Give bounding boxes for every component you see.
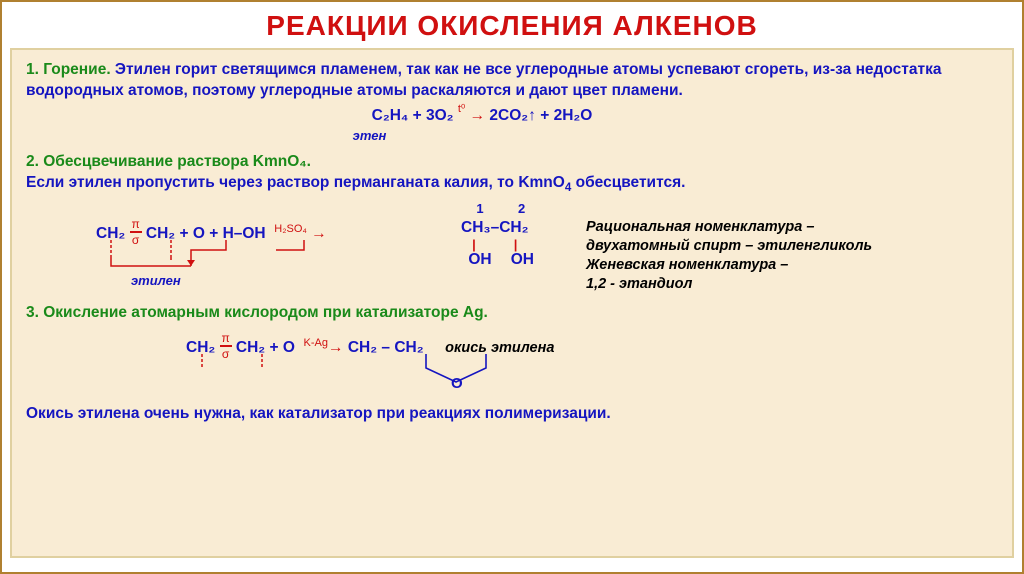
s1-arrow: → (470, 107, 486, 124)
s2-equation: CH₂ πσ CH₂ + O + H–OH H₂SO₄ → 1 2 CH₃–CH… (26, 200, 998, 295)
s2-bond: πσ (130, 218, 142, 246)
s2-arrow: → (311, 225, 327, 242)
s3-rhs2: CH₂ (394, 339, 423, 356)
footer-text: Окись этилена очень нужна, как катализат… (26, 404, 998, 425)
s3-arrow: → (328, 339, 344, 356)
s1-rhs: 2CO₂↑ + 2H₂O (489, 107, 592, 124)
svg-text:O: O (451, 375, 463, 392)
s2-ch2p: CH₂ (499, 219, 528, 236)
s2-under: этилен (131, 272, 181, 290)
s1-equation: C₂H₄ + 3O₂ t⁰ → 2CO₂↑ + 2H₂O этен (0, 106, 998, 144)
s3-ch2-2: CH₂ + O (236, 339, 295, 356)
s2-oh2: OH (503, 250, 541, 271)
s1-lhs: C₂H₄ + 3O₂ (372, 107, 458, 124)
page-title: РЕАКЦИИ ОКИСЛЕНИЯ АЛКЕНОВ (2, 2, 1022, 48)
s2-ch3: CH₃ (461, 219, 491, 236)
s2-nomenclature: Рациональная номенклатура – двухатомный … (586, 218, 872, 293)
s3-equation: CH₂ πσ CH₂ + O K-Ag→ CH₂ – CH₂ окись эти… (26, 326, 998, 396)
content-panel: 1. Горение. Этилен горит светящимся плам… (10, 48, 1014, 558)
section-1: 1. Горение. Этилен горит светящимся плам… (26, 60, 998, 102)
s1-cond: t⁰ (458, 103, 465, 115)
section-3: 3. Окисление атомарным кислородом при ка… (26, 303, 998, 324)
s2-text: Если этилен пропустить через раствор пер… (26, 173, 998, 196)
s1-heading: 1. Горение. (26, 61, 111, 78)
s2-ch2-1: CH₂ (96, 225, 125, 242)
s2-num1: 1 (461, 200, 499, 218)
s3-cond: K-Ag (304, 337, 328, 349)
s3-heading: 3. Окисление атомарным кислородом при ка… (26, 303, 998, 324)
s2-ch2-2: CH₂ + O + H–OH (146, 225, 266, 242)
s2-heading: 2. Обесцвечивание раствора KmnO₄. (26, 152, 998, 173)
s3-rhs1: CH₂ (348, 339, 377, 356)
s3-bond: πσ (220, 332, 232, 360)
s1-text: Этилен горит светящимся пламенем, так ка… (26, 61, 941, 99)
s2-oh1: OH (461, 250, 499, 271)
s3-label: окись этилена (445, 340, 554, 356)
s2-num2: 2 (503, 200, 541, 218)
section-2: 2. Обесцвечивание раствора KmnO₄. Если э… (26, 152, 998, 196)
s1-under: этен (0, 127, 998, 145)
s2-cond: H₂SO₄ (274, 223, 307, 235)
s3-ch2-1: CH₂ (186, 339, 215, 356)
